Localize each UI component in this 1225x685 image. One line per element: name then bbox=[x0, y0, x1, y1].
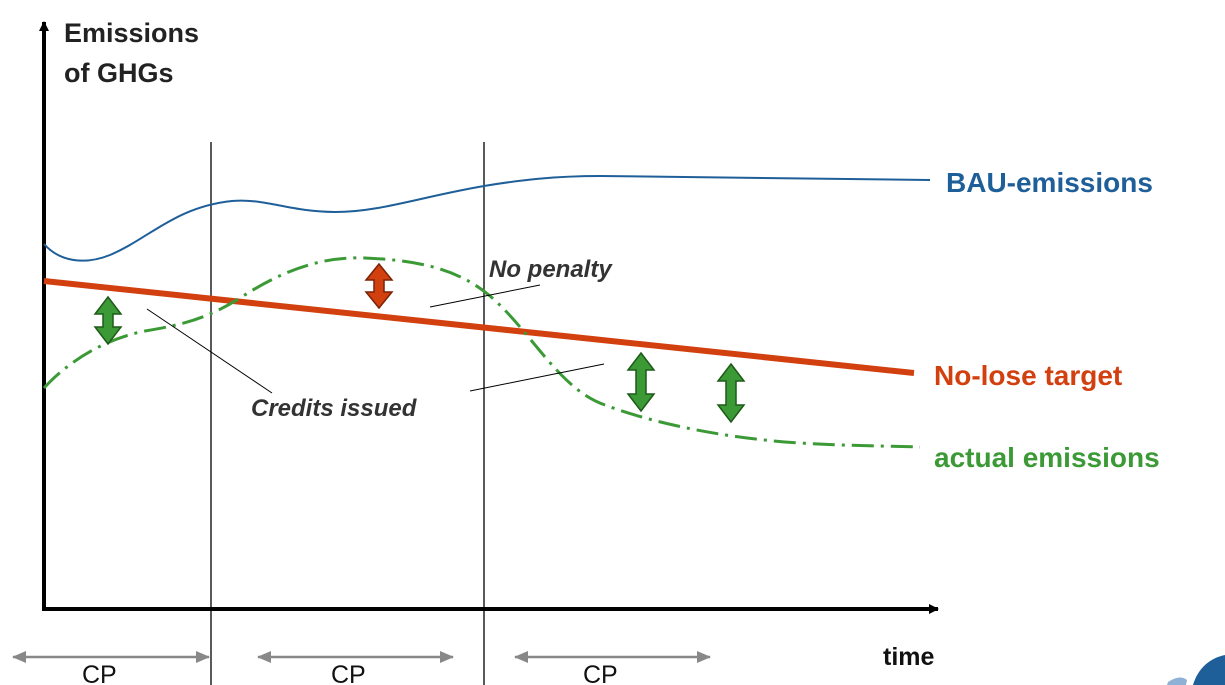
bau-emissions-line bbox=[43, 174, 931, 262]
no-penalty-label: No penalty bbox=[489, 256, 613, 283]
y-axis-label-line1: Emissions bbox=[64, 18, 199, 48]
credit-arrow-1 bbox=[93, 295, 123, 346]
credit-arrow-2 bbox=[626, 351, 656, 413]
credits-issued-label: Credits issued bbox=[251, 395, 418, 422]
actual-emissions-label: actual emissions bbox=[934, 442, 1160, 473]
actual-emissions-line bbox=[42, 256, 921, 449]
period-label-1: CP bbox=[82, 661, 117, 685]
x-axis-label: time bbox=[883, 643, 935, 671]
credit-arrow-3 bbox=[716, 362, 746, 424]
no-lose-target-line bbox=[43, 278, 915, 376]
no-penalty-arrow bbox=[364, 262, 394, 310]
period-label-2: CP bbox=[331, 661, 366, 685]
y-axis-label-line2: of GHGs bbox=[64, 58, 174, 88]
logo-icon bbox=[1193, 655, 1225, 685]
no-lose-target-label: No-lose target bbox=[934, 360, 1122, 391]
bau-emissions-label: BAU-emissions bbox=[946, 167, 1153, 198]
credits-leader-1 bbox=[146, 308, 273, 394]
period-label-3: CP bbox=[583, 661, 618, 685]
no-penalty-leader bbox=[429, 284, 541, 308]
credits-leader-2 bbox=[469, 363, 605, 392]
logo-accent-icon bbox=[1167, 677, 1187, 685]
